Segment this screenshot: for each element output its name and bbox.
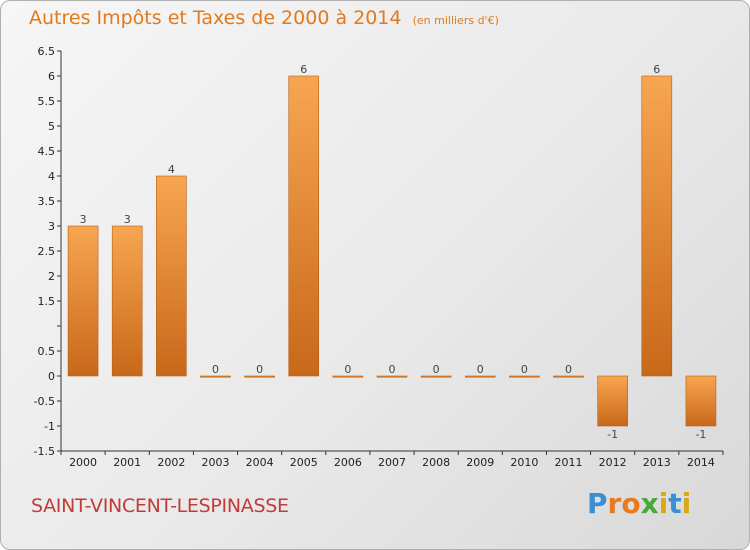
data-label: 6 <box>300 63 307 76</box>
data-label: 4 <box>168 163 175 176</box>
data-label: 0 <box>565 363 572 376</box>
y-tick-label: -1.5 <box>34 445 55 458</box>
x-tick-label: 2002 <box>157 456 185 469</box>
town-name: SAINT-VINCENT-LESPINASSE <box>31 495 289 517</box>
proxiti-logo: Proxiti <box>587 487 692 520</box>
chart-title-row: Autres Impôts et Taxes de 2000 à 2014 (e… <box>29 7 499 29</box>
x-tick-label: 2014 <box>687 456 715 469</box>
data-label: 0 <box>521 363 528 376</box>
data-label: 0 <box>344 363 351 376</box>
chart-unit: (en milliers d'€) <box>412 14 499 27</box>
bar <box>553 375 584 378</box>
data-label: 0 <box>256 363 263 376</box>
y-tick-label: 4.5 <box>38 145 56 158</box>
x-tick-label: 2008 <box>422 456 450 469</box>
x-tick-label: 2000 <box>69 456 97 469</box>
x-tick-label: 2006 <box>334 456 362 469</box>
data-label: 6 <box>653 63 660 76</box>
bar <box>597 375 628 427</box>
bar <box>244 375 275 378</box>
y-tick-label: -0.5 <box>34 395 55 408</box>
bar <box>288 75 320 377</box>
bar <box>156 175 187 377</box>
data-label: -1 <box>607 428 618 441</box>
bar <box>464 375 496 378</box>
x-tick-label: 2005 <box>290 456 318 469</box>
data-label: 0 <box>477 363 484 376</box>
y-tick-label: 1.5 <box>38 295 56 308</box>
bar <box>641 75 673 377</box>
x-tick-label: 2010 <box>510 456 538 469</box>
y-tick-label: 6 <box>48 70 55 83</box>
bar <box>332 375 364 378</box>
x-tick-label: 2013 <box>643 456 671 469</box>
data-label: 0 <box>389 363 396 376</box>
data-label: 0 <box>433 363 440 376</box>
x-tick-label: 2003 <box>201 456 229 469</box>
bar <box>685 375 717 427</box>
bar <box>420 375 452 378</box>
x-tick-label: 2007 <box>378 456 406 469</box>
x-tick-label: 2012 <box>599 456 627 469</box>
y-tick-label: 0 <box>48 370 55 383</box>
y-tick-label: -1 <box>44 420 55 433</box>
chart-title: Autres Impôts et Taxes de 2000 à 2014 <box>29 7 402 29</box>
data-label: -1 <box>695 428 706 441</box>
bar <box>200 375 231 378</box>
y-tick-label: 3.5 <box>38 195 56 208</box>
x-tick-label: 2001 <box>113 456 141 469</box>
data-label: 3 <box>80 213 87 226</box>
bar <box>509 375 540 378</box>
y-tick-label: 0.5 <box>38 345 56 358</box>
y-tick-label: 6.5 <box>38 45 56 58</box>
bar <box>67 225 99 377</box>
x-tick-label: 2009 <box>466 456 494 469</box>
data-label: 0 <box>212 363 219 376</box>
y-tick-label: 5 <box>48 120 55 133</box>
x-tick-label: 2004 <box>246 456 274 469</box>
data-label: 3 <box>124 213 131 226</box>
x-tick-label: 2011 <box>555 456 583 469</box>
y-tick-label: 2 <box>48 270 55 283</box>
bar <box>111 225 143 377</box>
y-tick-label: 3 <box>48 220 55 233</box>
y-tick-label: 5.5 <box>38 95 56 108</box>
y-tick-label: 2.5 <box>38 245 56 258</box>
y-tick-label: 4 <box>48 170 55 183</box>
bar <box>376 375 408 378</box>
